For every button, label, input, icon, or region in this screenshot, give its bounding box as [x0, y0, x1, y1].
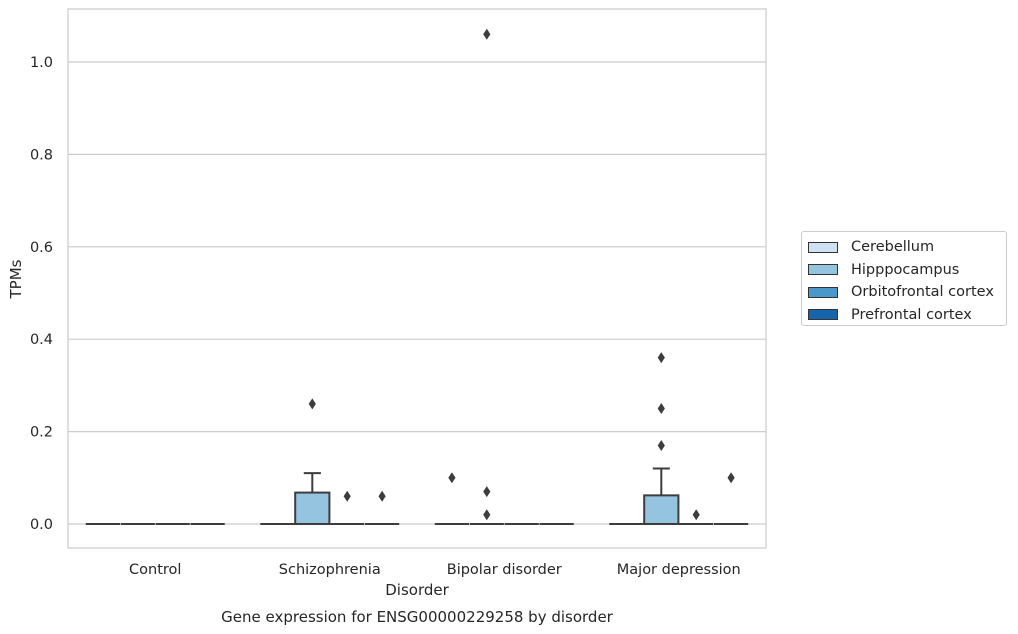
- box-1-2: [469, 28, 504, 525]
- outlier-point: [657, 352, 665, 364]
- legend-swatch: [808, 286, 838, 298]
- legend-label: Prefrontal cortex: [851, 306, 972, 323]
- outlier-point: [483, 509, 491, 521]
- box-2-1: [330, 490, 365, 525]
- x-tick-label: Bipolar disorder: [447, 562, 562, 578]
- x-tick-label: Schizophrenia: [279, 562, 381, 578]
- legend-item: Cerebellum: [808, 236, 1006, 259]
- y-axis-label: TPMs: [7, 259, 25, 299]
- box-plot-marks: [85, 28, 749, 526]
- outlier-point: [378, 490, 386, 502]
- legend-swatch: [808, 309, 838, 321]
- x-tick-label: Control: [129, 562, 181, 578]
- outlier-point: [657, 403, 665, 414]
- y-tick-label: 0.2: [30, 425, 53, 441]
- y-tick-label: 0.6: [30, 240, 53, 256]
- y-tick-label: 0.8: [30, 147, 53, 163]
- box-3-1: [364, 490, 400, 525]
- outlier-point: [483, 28, 491, 40]
- box-1-1: [294, 398, 331, 526]
- box-2-3: [679, 509, 714, 525]
- y-tick-label: 0.0: [30, 517, 53, 533]
- y-tick-label: 0.4: [30, 332, 53, 348]
- grid-lines: [68, 61, 766, 525]
- box-body: [643, 494, 680, 525]
- outlier-point: [692, 509, 700, 521]
- box-body: [294, 491, 331, 526]
- legend-item: Hipppocampus: [808, 259, 1006, 282]
- outlier-point: [343, 490, 351, 502]
- box-0-2: [434, 472, 470, 525]
- x-axis-label: Disorder: [385, 581, 449, 599]
- legend: Cerebellum Hipppocampus Orbitofrontal cort…: [801, 231, 1007, 326]
- outlier-point: [727, 472, 735, 484]
- y-tick-labels: 0.0 0.2 0.4 0.6 0.8 1.0: [30, 55, 53, 533]
- legend-swatch: [808, 241, 838, 253]
- legend-label: Orbitofrontal cortex: [851, 284, 994, 301]
- x-tick-labels: Control Schizophrenia Bipolar disorder Majo…: [129, 562, 741, 578]
- outlier-point: [657, 439, 665, 451]
- legend-label: Hipppocampus: [851, 261, 960, 278]
- y-tick-label: 1.0: [30, 55, 53, 71]
- box-3-3: [713, 472, 749, 525]
- legend-item: Orbitofrontal cortex: [808, 281, 1006, 304]
- legend-item: Prefrontal cortex: [808, 304, 1006, 327]
- x-tick-label: Major depression: [617, 562, 741, 578]
- plot-frame: [67, 8, 767, 549]
- outlier-point: [308, 398, 316, 410]
- chart-title: Gene expression for ENSG00000229258 by d…: [221, 608, 614, 626]
- box-1-3: [643, 352, 680, 525]
- legend-label: Cerebellum: [851, 239, 935, 256]
- outlier-point: [448, 472, 456, 484]
- legend-swatch: [808, 264, 838, 276]
- outlier-point: [483, 486, 491, 498]
